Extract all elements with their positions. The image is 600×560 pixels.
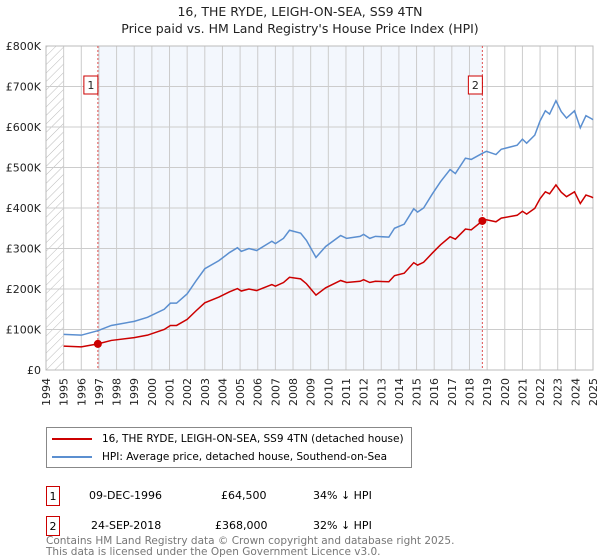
sale-hpi-diff: 34% ↓ HPI <box>313 489 372 502</box>
y-tick-label: £0 <box>27 364 41 377</box>
sale-price: £368,000 <box>215 519 268 532</box>
legend-swatch-hpi <box>52 456 92 458</box>
x-tick-label: 1996 <box>75 378 88 406</box>
x-tick-label: 1997 <box>93 378 106 406</box>
sale-price: £64,500 <box>221 489 267 502</box>
x-tick-label: 2022 <box>534 378 547 406</box>
footer-licence: This data is licensed under the Open Gov… <box>46 546 381 558</box>
y-tick-label: £400K <box>6 202 42 215</box>
x-tick-label: 2015 <box>411 378 424 406</box>
legend-label-property: 16, THE RYDE, LEIGH-ON-SEA, SS9 4TN (det… <box>102 433 404 445</box>
x-tick-label: 2013 <box>375 378 388 406</box>
sale-marker-box <box>83 75 99 95</box>
y-tick-label: £500K <box>6 162 42 175</box>
x-tick-label: 1998 <box>111 378 124 406</box>
sale-date: 09-DEC-1996 <box>89 489 163 502</box>
sale-hpi-diff: 32% ↓ HPI <box>313 519 372 532</box>
chart-title: 16, THE RYDE, LEIGH-ON-SEA, SS9 4TN <box>177 4 423 19</box>
x-tick-label: 2008 <box>287 378 300 406</box>
y-tick-label: £800K <box>6 40 42 53</box>
plot-border <box>45 45 594 371</box>
x-tick-label: 2005 <box>234 378 247 406</box>
x-tick-label: 2001 <box>164 378 177 406</box>
x-tick-label: 2021 <box>516 378 529 406</box>
sale-date: 24-SEP-2018 <box>91 519 162 532</box>
x-tick-label: 2007 <box>269 378 282 406</box>
y-tick-label: £200K <box>6 283 42 296</box>
x-tick-label: 2006 <box>252 378 265 406</box>
x-tick-label: 2000 <box>146 378 159 406</box>
x-tick-label: 1994 <box>40 378 53 406</box>
x-tick-label: 2025 <box>587 378 600 406</box>
x-tick-label: 2020 <box>499 378 512 406</box>
x-tick-label: 2017 <box>446 378 459 406</box>
x-tick-label: 2009 <box>305 378 318 406</box>
legend-label-hpi: HPI: Average price, detached house, Sout… <box>102 451 388 463</box>
x-tick-label: 2023 <box>552 378 565 406</box>
sale-point <box>478 216 487 225</box>
sale-point <box>93 339 102 348</box>
footer-copyright: Contains HM Land Registry data © Crown c… <box>46 535 455 547</box>
y-tick-label: £700K <box>6 81 42 94</box>
hpi-line <box>63 98 594 336</box>
sale-marker-box <box>467 75 483 95</box>
sale-marker-label: 2 <box>472 79 479 92</box>
legend-swatch-property <box>52 438 92 440</box>
x-tick-label: 2012 <box>358 378 371 406</box>
y-tick-label: £300K <box>6 243 42 256</box>
property-price-line <box>63 183 594 348</box>
sale-marker-label: 1 <box>87 79 94 92</box>
x-tick-label: 2016 <box>428 378 441 406</box>
plot-area: 1994 1995 1996 1997 1998 1999 2000 2001 2002 2003… <box>6 40 600 406</box>
x-tick-label: 2011 <box>340 378 353 406</box>
x-tick-label: 1995 <box>58 378 71 406</box>
legend: 16, THE RYDE, LEIGH-ON-SEA, SS9 4TN (det… <box>46 427 412 468</box>
x-tick-label: 2014 <box>393 378 406 406</box>
x-tick-label: 2010 <box>322 378 335 406</box>
chart-subtitle: Price paid vs. HM Land Registry's House … <box>121 21 479 36</box>
y-tick-label: £600K <box>6 121 42 134</box>
x-tick-label: 2019 <box>481 378 494 406</box>
x-tick-label: 2024 <box>569 378 582 406</box>
sale-badge: 1 <box>46 486 60 506</box>
x-tick-label: 1999 <box>128 378 141 406</box>
sale-badge: 2 <box>46 516 60 536</box>
x-tick-label: 2002 <box>181 378 194 406</box>
x-tick-label: 2018 <box>463 378 476 406</box>
x-tick-label: 2004 <box>216 378 229 406</box>
y-tick-label: £100K <box>6 324 42 337</box>
x-tick-label: 2003 <box>199 378 212 406</box>
